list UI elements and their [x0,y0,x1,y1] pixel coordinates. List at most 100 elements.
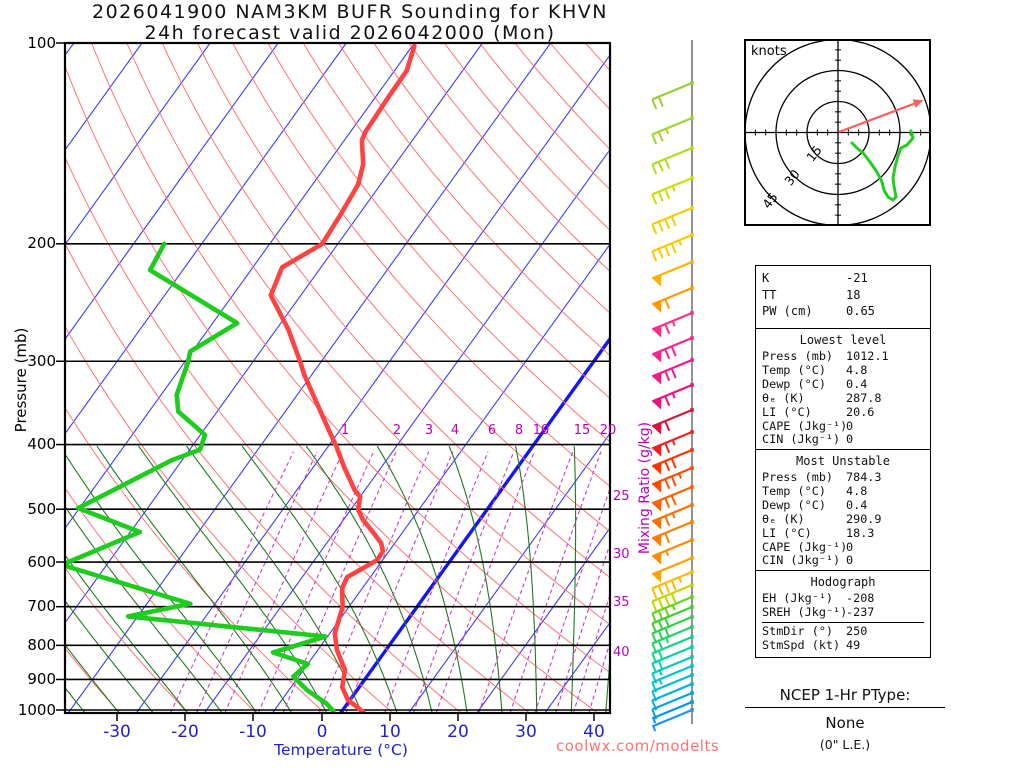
wind-barb [651,116,694,145]
wind-barb [651,408,694,435]
mixing-ratio-label: 30 [613,547,630,562]
wind-barb [651,485,694,512]
isotherm-line [67,43,552,713]
indices-section: K -21 TT 18 PW (cm) 0.65 [755,265,931,328]
hodograph-panel [744,39,931,226]
moist-adiabat-line [65,453,258,713]
zero-isotherm-line [339,335,610,713]
plot-frame [56,41,612,721]
pressure-tick-label: 1000 [17,700,56,719]
mixing-ratio-line [412,451,515,713]
stat-row: SREH (Jkg⁻¹) -237 [762,604,930,620]
mixing-ratio-line [345,451,454,713]
isotherm-line [203,148,610,713]
temperature-trace [268,43,417,713]
stat-value: 18 [846,287,861,302]
isotherm-line [272,243,610,713]
moist-adiabat-line [605,650,610,713]
mixing-ratio-label: 20 [599,423,617,438]
mixing-ratio-line [170,451,294,713]
stat-label: CIN (Jkg⁻¹) [762,432,841,447]
stat-label: LI (°C) [762,525,812,540]
mixing-ratio-line [534,487,610,713]
wind-barb-column [651,40,694,732]
dry-adiabat-line [196,43,610,533]
stat-label: SREH (Jkg⁻¹) [762,604,848,619]
stat-row: LI (°C) 18.3 [762,525,930,541]
dry-adiabat-line [65,406,326,713]
wind-barb [651,570,694,599]
pressure-tick-label: 100 [27,33,56,52]
stat-value: 18.3 [846,525,875,540]
hodograph-units-label: knots [751,44,787,59]
dry-adiabat-line [65,156,531,713]
moist-adiabat-line [448,445,503,713]
stat-row: Temp (°C) 4.8 [762,363,930,378]
pressure-tick-label: 900 [27,669,56,688]
mixing-ratio-label: 1 [340,423,350,438]
page-title-line2: 24h forecast valid 2026042000 (Mon) [144,22,556,44]
stat-label: LI (°C) [762,404,812,419]
pressure-tick-label: 800 [27,635,56,654]
mixing-ratio-line [195,451,318,713]
dry-adiabat-line [267,43,610,443]
stat-row: Dewp (°C) 0.4 [762,377,930,392]
wind-barb [651,708,694,732]
mixing-ratio-label: 35 [613,595,630,610]
mixing-ratio-label: 25 [613,489,630,504]
stat-row: CAPE (Jkg⁻¹) 0 [762,418,930,434]
stat-label: Press (mb) [762,470,834,484]
temperature-tick-label: -10 [239,722,267,742]
isotherm-line [65,43,483,624]
pressure-tick-label: 700 [27,597,56,616]
dry-adiabat-line [65,567,189,713]
mixing-ratio-line [224,451,344,713]
mixing-ratio-line [588,640,610,713]
wind-barb [651,466,694,493]
pressure-tick-label: 600 [27,552,56,571]
dry-adiabat-line [443,43,610,231]
watermark-link[interactable]: coolwx.com/modelts [556,737,720,755]
stats-divider [762,621,924,623]
mixing-ratio-line [435,451,535,713]
most-unstable-section: Most Unstable Press (mb) 784.3 Temp (°C) 4.8… [755,449,931,570]
ptype-liquid-equivalent: (0" L.E.) [819,737,871,752]
moist-adiabat-line [65,686,86,713]
pressure-tick-label: 200 [27,234,56,253]
wind-barb [651,176,694,205]
mixing-ratio-label: 6 [487,423,497,438]
stat-value: 0 [846,418,854,433]
temperature-tick-label: 30 [515,722,537,742]
stats-panel: K -21 TT 18 PW (cm) 0.65 Lowest level Press (m… [755,265,931,658]
stat-value: 0.65 [846,304,875,318]
isotherm-line [476,527,610,713]
mixing-ratio-axis-title: Mixing Ratio (g/kg) [637,421,653,555]
wind-barb [651,81,694,110]
sounding-traces [65,43,417,713]
moist-adiabat-line [570,445,577,713]
stat-value: 49 [846,637,861,652]
temperature-tick-label: -20 [171,722,199,742]
stat-label: K [762,271,770,285]
stat-label: Press (mb) [762,349,834,363]
temperature-tick-label: 20 [447,722,469,742]
ptype-header: NCEP 1-Hr PType: [745,686,945,708]
stat-value: 0 [846,539,854,554]
mixing-ratio-label: 10 [532,423,550,438]
stat-row: LI (°C) 20.6 [762,404,930,420]
temperature-axis-title: Temperature (°C) [274,741,408,759]
stat-label: CAPE (Jkg⁻¹) [762,418,848,433]
stat-value: 784.3 [846,470,882,484]
dry-adiabat-line [373,43,610,314]
stat-row: StmDir (°) 250 [762,624,930,639]
moist-adiabat-line [138,445,328,713]
wind-barb [651,520,694,547]
mixing-ratio-label: 3 [424,423,434,438]
stat-row: TT 18 [762,287,930,304]
hodograph-border [744,39,931,226]
stat-value: 20.6 [846,404,875,419]
mixing-ratio-label: 15 [573,423,591,438]
mixing-ratio-line [478,451,574,713]
isotherm-line [0,43,6,713]
